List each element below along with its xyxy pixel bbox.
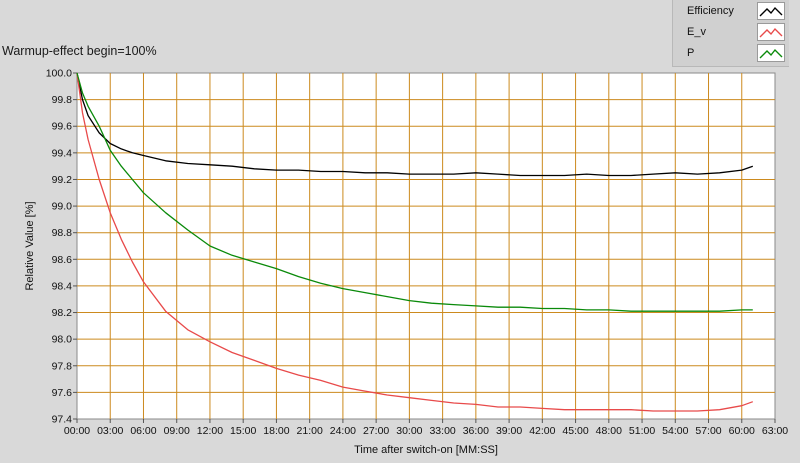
x-tick-label: 24:00 xyxy=(330,425,356,437)
series-line-p xyxy=(76,72,753,312)
legend-swatch-p[interactable] xyxy=(757,44,785,62)
x-tick-label: 00:00 xyxy=(64,425,90,437)
legend-label: Efficiency xyxy=(687,5,734,17)
y-tick-label: 97.4 xyxy=(52,414,73,426)
x-tick-label: 30:00 xyxy=(396,425,422,437)
line-sample-icon xyxy=(759,48,783,59)
x-tick-label: 21:00 xyxy=(297,425,323,437)
plot-area xyxy=(76,72,776,420)
x-tick-label: 33:00 xyxy=(429,425,455,437)
y-tick-label: 98.8 xyxy=(52,227,73,239)
x-tick-label: 39:00 xyxy=(496,425,522,437)
legend-item-p[interactable]: P xyxy=(673,43,789,64)
y-tick-label: 99.6 xyxy=(52,121,73,133)
x-tick-label: 60:00 xyxy=(729,425,755,437)
x-tick-label: 42:00 xyxy=(529,425,555,437)
y-tick-label: 99.0 xyxy=(52,201,73,213)
legend-item-efficiency[interactable]: Efficiency xyxy=(673,1,789,22)
x-tick-label: 18:00 xyxy=(263,425,289,437)
y-tick-label: 98.6 xyxy=(52,254,73,266)
y-axis-label: Relative Value [%] xyxy=(24,201,36,290)
y-tick-label: 98.4 xyxy=(52,280,73,292)
line-sample-icon xyxy=(759,27,783,38)
x-tick-label: 36:00 xyxy=(463,425,489,437)
series-line-efficiency xyxy=(76,72,754,177)
y-tick-label: 98.0 xyxy=(52,334,73,346)
x-tick-label: 27:00 xyxy=(363,425,389,437)
y-tick-label: 98.2 xyxy=(52,307,73,319)
legend[interactable]: Efficiency E_v P xyxy=(672,0,789,67)
series-line-e-v xyxy=(76,72,754,412)
x-tick-label: 57:00 xyxy=(695,425,721,437)
legend-label: E_v xyxy=(687,26,706,38)
x-axis-label: Time after switch-on [MM:SS] xyxy=(354,444,498,456)
line-sample-icon xyxy=(759,6,783,17)
y-tick-label: 99.8 xyxy=(52,94,73,106)
x-tick-label: 03:00 xyxy=(97,425,123,437)
y-tick-label: 97.6 xyxy=(52,387,73,399)
legend-label: P xyxy=(687,47,695,59)
x-tick-label: 09:00 xyxy=(164,425,190,437)
x-tick-label: 51:00 xyxy=(629,425,655,437)
x-tick-label: 54:00 xyxy=(662,425,688,437)
x-tick-label: 15:00 xyxy=(230,425,256,437)
x-tick-label: 06:00 xyxy=(130,425,156,437)
x-tick-label: 48:00 xyxy=(596,425,622,437)
x-tick-label: 45:00 xyxy=(562,425,588,437)
y-tick-label: 100.0 xyxy=(46,68,72,80)
legend-swatch-e-v[interactable] xyxy=(757,23,785,41)
y-tick-label: 99.2 xyxy=(52,174,73,186)
chart-title: Warmup-effect begin=100% xyxy=(2,44,157,58)
x-tick-label: 12:00 xyxy=(197,425,223,437)
x-tick-label: 63:00 xyxy=(762,425,788,437)
y-tick-label: 97.8 xyxy=(52,360,73,372)
legend-item-e-v[interactable]: E_v xyxy=(673,22,789,43)
legend-swatch-efficiency[interactable] xyxy=(757,2,785,20)
y-tick-label: 99.4 xyxy=(52,147,73,159)
